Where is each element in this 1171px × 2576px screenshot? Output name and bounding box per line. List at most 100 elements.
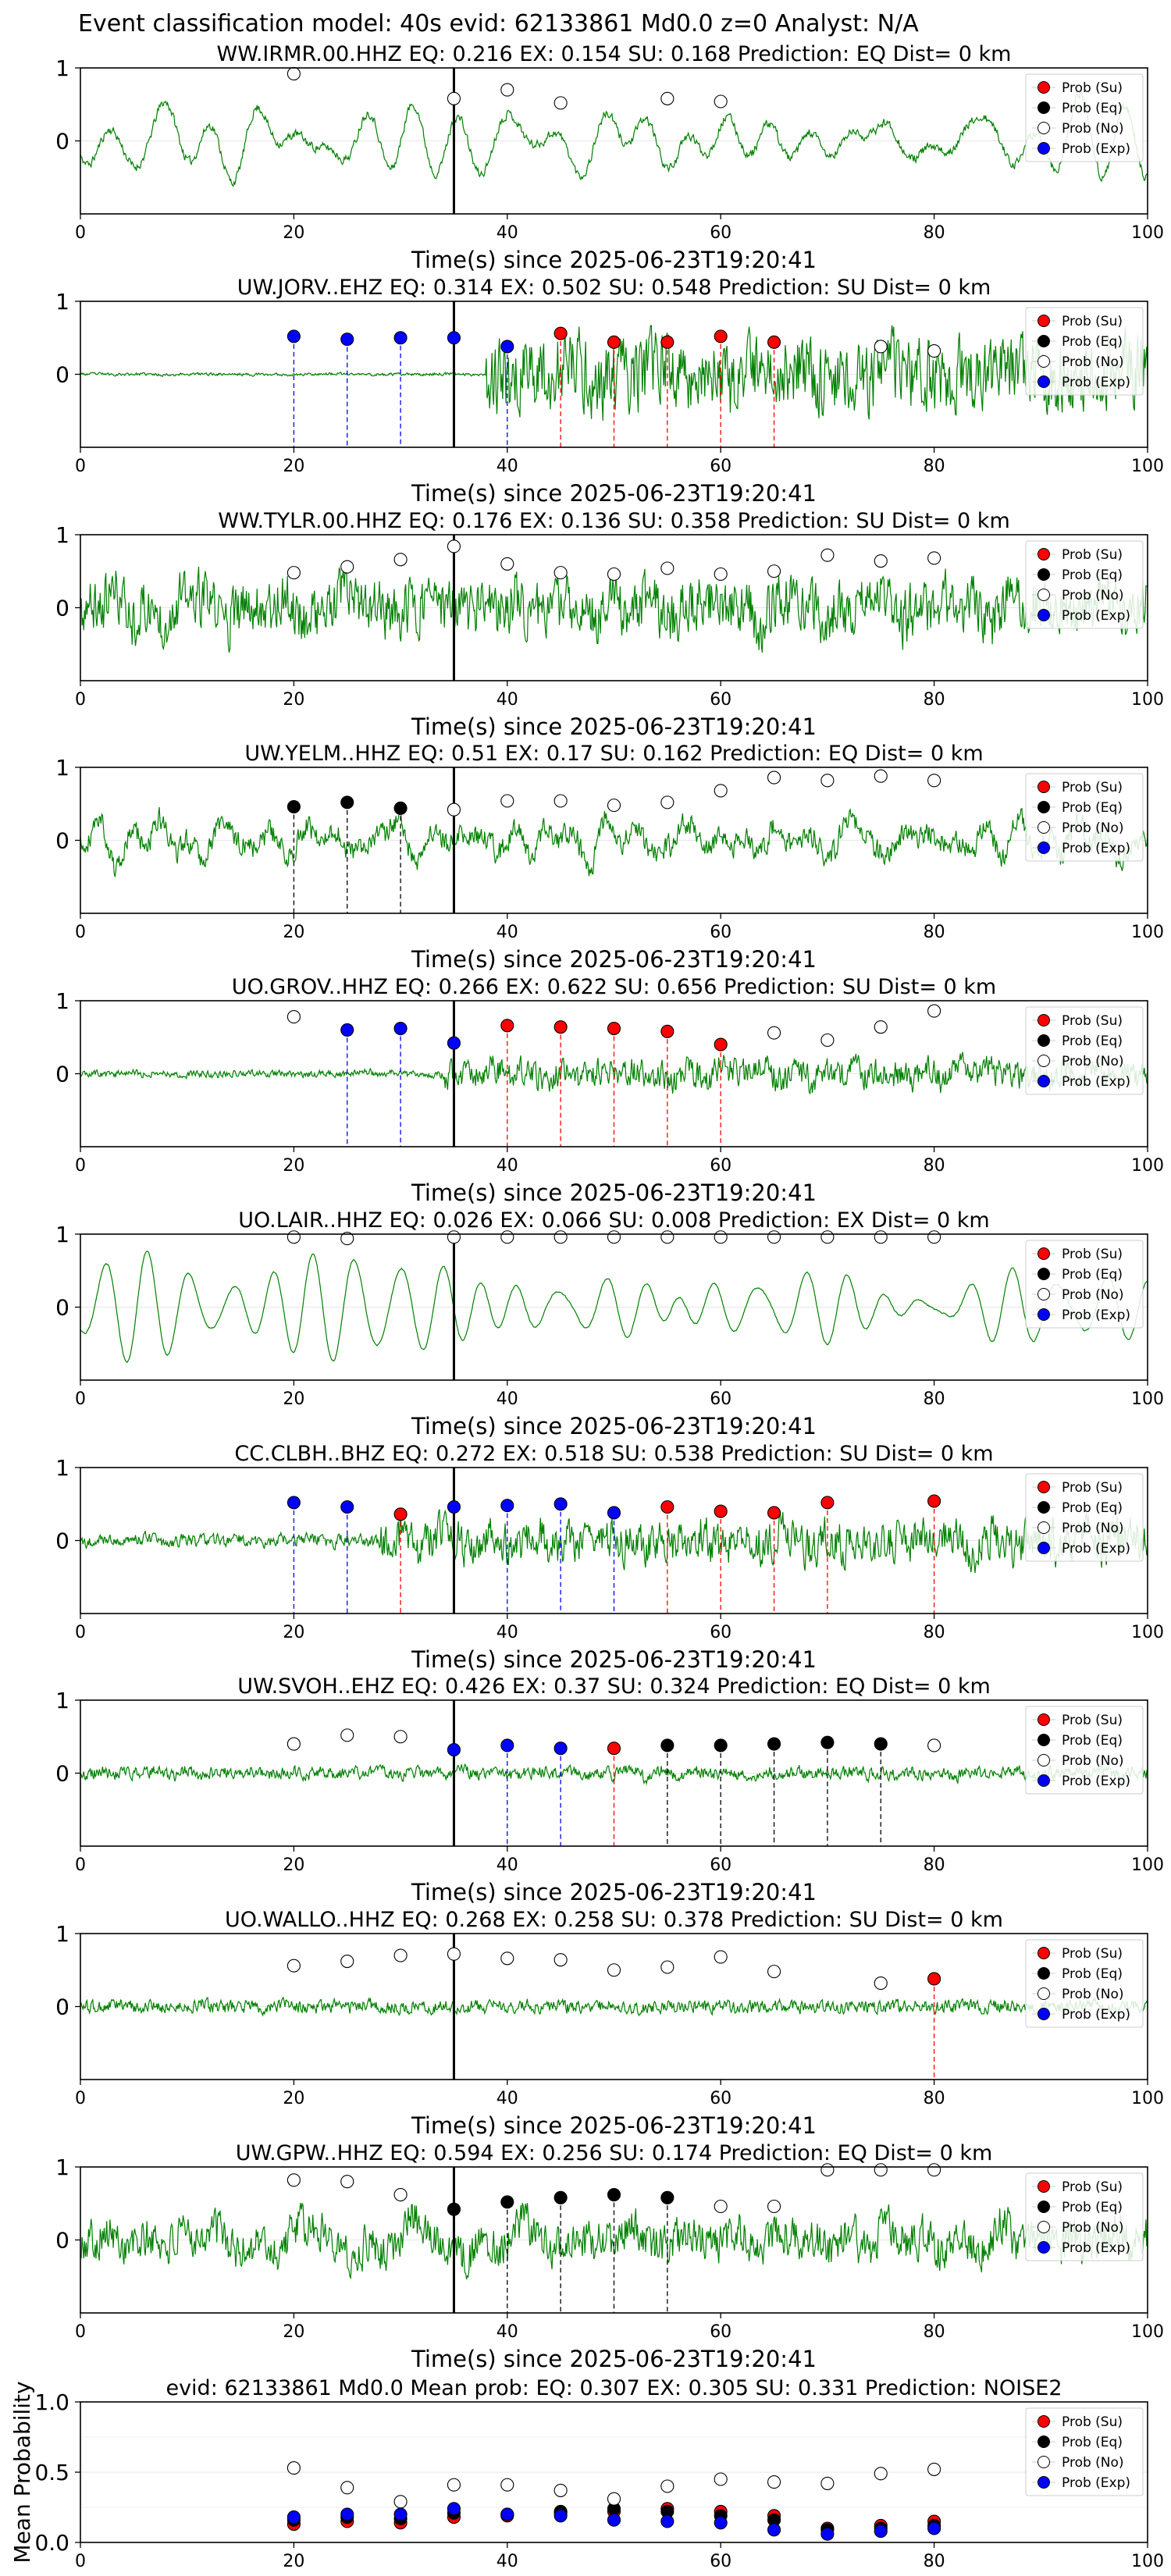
panel-title: evid: 62133861 Md0.0 Mean prob: EQ: 0.30… xyxy=(166,2376,1062,2400)
legend-label-exp: Prob (Exp) xyxy=(1062,2240,1130,2256)
station-panel-3: UW.YELM..HHZ EQ: 0.51 EX: 0.17 SU: 0.162… xyxy=(55,742,1164,973)
legend-marker-exp xyxy=(1038,609,1050,621)
prob-marker-no xyxy=(340,1232,354,1246)
legend-label-no: Prob (No) xyxy=(1062,121,1124,137)
legend-label-eq: Prob (Eq) xyxy=(1062,1966,1123,1982)
legend-label-su: Prob (Su) xyxy=(1062,314,1123,329)
prob-marker-exp xyxy=(607,1506,621,1520)
legend-label-eq: Prob (Eq) xyxy=(1062,101,1123,116)
legend-marker-no xyxy=(1038,355,1050,368)
x-tick-label: 80 xyxy=(924,2552,945,2571)
y-tick-label: 0 xyxy=(55,362,69,388)
legend: Prob (Su) Prob (Eq) Prob (No) Prob (Exp) xyxy=(1025,1473,1144,1562)
x-tick-label: 20 xyxy=(283,2322,304,2342)
y-tick-label: 0 xyxy=(55,1761,69,1787)
panel-title: UW.YELM..HHZ EQ: 0.51 EX: 0.17 SU: 0.162… xyxy=(244,742,983,766)
legend-marker-su xyxy=(1038,1481,1050,1493)
summary-panel: evid: 62133861 Md0.0 Mean prob: EQ: 0.30… xyxy=(9,2376,1164,2571)
legend-marker-eq xyxy=(1038,1734,1050,1746)
legend: Prob (Su) Prob (Eq) Prob (No) Prob (Exp) xyxy=(1025,773,1144,862)
prob-marker-su xyxy=(927,1972,941,1986)
prob-marker-no xyxy=(660,561,674,575)
x-tick-label: 80 xyxy=(924,923,945,942)
prob-marker-no xyxy=(927,1230,941,1244)
x-tick-label: 80 xyxy=(924,223,945,243)
mean-prob-marker-no xyxy=(874,2467,888,2481)
mean-prob-marker-exp xyxy=(393,2507,408,2521)
legend-frame xyxy=(1025,1939,1144,2028)
legend-marker-no xyxy=(1038,1754,1050,1767)
y-tick-label: 0.0 xyxy=(34,2530,69,2556)
prob-marker-exp xyxy=(553,1497,568,1511)
legend-marker-su xyxy=(1038,81,1050,94)
legend-frame xyxy=(1025,540,1144,629)
mean-prob-marker-exp xyxy=(500,2507,514,2521)
legend-frame xyxy=(1025,1006,1144,1095)
mean-prob-marker-no xyxy=(714,2472,728,2486)
prob-marker-eq xyxy=(660,2190,674,2204)
legend-label-no: Prob (No) xyxy=(1062,2455,1124,2471)
waveform-trace xyxy=(80,90,1148,187)
legend-marker-no xyxy=(1038,1521,1050,1534)
x-axis-label: Time(s) since 2025-06-23T19:20:41 xyxy=(411,247,817,273)
x-axis-label: Time(s) since 2025-06-23T19:20:41 xyxy=(411,1646,817,1673)
x-tick-label: 100 xyxy=(1131,923,1164,942)
prob-marker-su xyxy=(767,1506,781,1520)
prob-marker-no xyxy=(820,2163,835,2177)
legend-marker-eq xyxy=(1038,1501,1050,1514)
figure-title: Event classification model: 40s evid: 62… xyxy=(78,10,919,37)
legend-marker-exp xyxy=(1038,142,1050,155)
prob-marker-no xyxy=(714,2199,728,2214)
legend-label-su: Prob (Su) xyxy=(1062,547,1123,563)
legend-marker-eq xyxy=(1038,1967,1050,1980)
legend-label-exp: Prob (Exp) xyxy=(1062,1774,1130,1789)
prob-marker-no xyxy=(340,2175,354,2189)
prob-marker-no xyxy=(714,1230,728,1244)
mean-prob-marker-exp xyxy=(340,2507,354,2521)
prob-marker-no xyxy=(767,1026,781,1040)
y-tick-label: 0.5 xyxy=(34,2460,69,2485)
prob-marker-su xyxy=(553,326,568,340)
mean-prob-marker-exp xyxy=(874,2524,888,2539)
x-tick-label: 0 xyxy=(75,1389,86,1409)
legend-marker-su xyxy=(1038,1014,1050,1026)
y-tick-label: 0 xyxy=(55,129,69,155)
prob-marker-no xyxy=(393,553,408,567)
prob-marker-no xyxy=(820,774,835,788)
legend-marker-eq xyxy=(1038,1268,1050,1280)
legend-label-no: Prob (No) xyxy=(1062,820,1124,836)
x-tick-label: 100 xyxy=(1131,1623,1164,1642)
legend-marker-eq xyxy=(1038,2201,1050,2213)
legend: Prob (Su) Prob (Eq) Prob (No) Prob (Exp) xyxy=(1025,1939,1144,2028)
prob-marker-no xyxy=(660,1960,674,1974)
legend-label-exp: Prob (Exp) xyxy=(1062,608,1130,624)
x-tick-label: 60 xyxy=(710,2322,731,2342)
legend-marker-eq xyxy=(1038,801,1050,813)
prob-marker-exp xyxy=(500,1738,514,1752)
x-tick-label: 100 xyxy=(1131,1856,1164,1875)
legend-marker-su xyxy=(1038,1247,1050,1260)
y-tick-label: 1 xyxy=(55,2154,69,2180)
x-tick-label: 80 xyxy=(924,1156,945,1176)
legend-marker-su xyxy=(1038,1713,1050,1726)
panel-title: UO.GROV..HHZ EQ: 0.266 EX: 0.622 SU: 0.6… xyxy=(232,975,996,999)
x-tick-label: 0 xyxy=(75,1156,86,1176)
x-axis-label: Time(s) since 2025-06-23T19:20:41 xyxy=(411,1879,817,1905)
prob-marker-no xyxy=(553,1953,568,1967)
mean-prob-marker-no xyxy=(607,2492,621,2506)
prob-marker-no xyxy=(820,1033,835,1048)
legend-label-exp: Prob (Exp) xyxy=(1062,2475,1130,2491)
legend-marker-su xyxy=(1038,2415,1050,2428)
prob-marker-no xyxy=(874,1976,888,1991)
y-tick-label: 1 xyxy=(55,289,69,315)
y-tick-label: 1 xyxy=(55,1688,69,1713)
prob-marker-no xyxy=(874,1230,888,1244)
prob-marker-su xyxy=(660,335,674,349)
prob-marker-no xyxy=(447,1230,461,1244)
prob-marker-no xyxy=(553,1230,568,1244)
x-axis-label: Time(s) since 2025-06-23T19:20:41 xyxy=(411,2112,817,2139)
prob-marker-exp xyxy=(553,1742,568,1756)
legend-label-exp: Prob (Exp) xyxy=(1062,375,1130,390)
prob-marker-eq xyxy=(393,801,408,815)
x-tick-label: 20 xyxy=(283,923,304,942)
